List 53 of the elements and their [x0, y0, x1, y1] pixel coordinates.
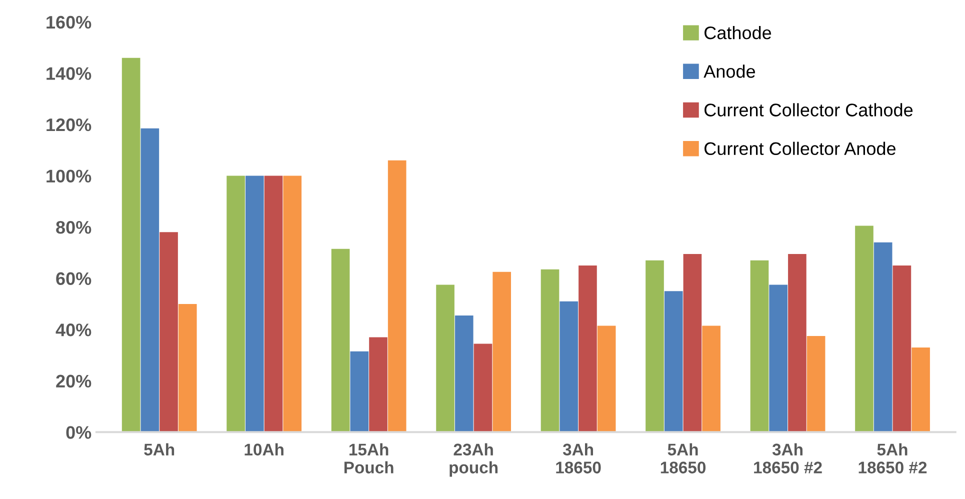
x-tick-label: 3Ah 18650 #2 — [754, 443, 822, 474]
bar — [160, 232, 178, 432]
x-tick-label: 5Ah 18650 — [660, 443, 706, 474]
bar — [683, 254, 702, 432]
y-tick-label: 60% — [56, 272, 92, 286]
x-tick-label: 23Ah pouch — [450, 443, 498, 477]
bar — [855, 226, 874, 432]
bar — [806, 336, 826, 432]
bar — [140, 128, 160, 432]
bar — [597, 326, 616, 432]
bar — [912, 348, 930, 432]
y-tick-label: 160% — [46, 16, 92, 29]
bar — [892, 266, 912, 432]
bar — [331, 248, 350, 432]
x-tick-label: 5Ah — [144, 443, 174, 456]
x-tick-label: 3Ah 18650 — [556, 443, 601, 474]
bar — [178, 304, 197, 432]
y-tick-label: 20% — [56, 374, 92, 388]
bar — [769, 284, 788, 432]
legend-label: Cathode — [704, 26, 772, 40]
bar — [578, 266, 597, 432]
bar — [474, 344, 492, 432]
bar — [436, 284, 454, 432]
legend-label: Current Collector Cathode — [704, 103, 913, 116]
bar — [388, 160, 406, 432]
bar — [702, 326, 720, 432]
x-tick-label: 10Ah — [244, 443, 284, 456]
bar — [350, 351, 369, 432]
bar — [369, 337, 388, 432]
y-tick-label: 0% — [66, 426, 92, 439]
y-tick-label: 120% — [46, 118, 92, 132]
y-tick-label: 40% — [56, 324, 92, 336]
y-tick-label: 80% — [56, 220, 92, 234]
bar — [122, 58, 140, 432]
bar — [664, 291, 683, 432]
legend-label: Anode — [704, 64, 756, 78]
y-tick-label: 100% — [46, 170, 92, 182]
bar — [750, 260, 769, 432]
bar — [283, 176, 302, 432]
bar — [492, 272, 511, 432]
bar — [245, 176, 264, 432]
bar — [226, 176, 245, 432]
x-tick-label: 15Ah Pouch — [344, 443, 394, 474]
bar — [540, 269, 560, 432]
bar — [560, 301, 578, 432]
y-tick-label: 140% — [46, 67, 92, 80]
bar — [874, 242, 892, 432]
bar — [264, 176, 283, 432]
legend-label: Current Collector Anode — [704, 142, 896, 156]
bar — [646, 260, 664, 432]
x-tick-label: 5Ah 18650 #2 — [858, 443, 927, 474]
bar — [454, 315, 474, 432]
bar — [788, 254, 806, 432]
